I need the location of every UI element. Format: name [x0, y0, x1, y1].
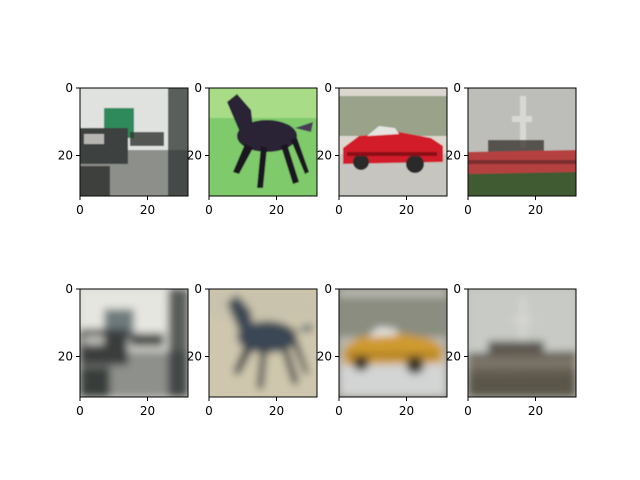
- axes-frame: [208, 288, 318, 398]
- axes-frame: [467, 288, 577, 398]
- ship-cabin: [488, 140, 544, 154]
- car-windshield: [367, 327, 399, 337]
- ship-stripe: [468, 160, 576, 164]
- car-trim: [347, 353, 437, 357]
- truck-row: [130, 132, 164, 146]
- subplot-7: 0 20 0 20: [317, 282, 448, 418]
- ship-crossbar: [512, 317, 532, 323]
- axes-frame: [79, 288, 189, 398]
- image-car: [339, 88, 447, 196]
- axes-frame: [467, 87, 577, 197]
- x-tick-label: 0: [335, 404, 343, 418]
- x-tick-label: 0: [76, 404, 84, 418]
- x-tick-label: 0: [205, 404, 213, 418]
- subplot-8: 0 20 0 20: [446, 282, 577, 418]
- x-tick-label: 20: [269, 404, 284, 418]
- truck-body: [80, 329, 128, 365]
- x-tick-label: 0: [76, 203, 84, 217]
- scene-trees: [168, 88, 188, 196]
- y-tick-label: 0: [194, 81, 202, 95]
- x-tick-label: 20: [140, 404, 155, 418]
- car-wheel-rear: [406, 155, 424, 173]
- subplot-image: [468, 289, 576, 397]
- truck-window: [84, 335, 104, 345]
- x-tick-label: 20: [269, 203, 284, 217]
- truck-window: [84, 134, 104, 144]
- ship-crossbar: [512, 116, 532, 122]
- y-tick-label: 0: [324, 282, 332, 296]
- scene-trees: [168, 289, 188, 397]
- ship-cabin: [488, 341, 544, 355]
- subplot-image: [80, 289, 188, 397]
- x-tick-label: 0: [335, 203, 343, 217]
- car-wheel-rear: [406, 356, 424, 374]
- y-tick-label: 20: [187, 149, 202, 163]
- subplot-1: 0 20 0 20: [58, 81, 189, 217]
- y-tick-label: 20: [446, 350, 461, 364]
- scene-back: [209, 88, 317, 118]
- axes-frame: [208, 87, 318, 197]
- subplot-image: [209, 289, 317, 397]
- subplot-3: 0 20 0 20: [317, 81, 448, 217]
- x-tick-label: 20: [528, 404, 543, 418]
- axes-frame: [338, 87, 448, 197]
- image-ship: [468, 289, 576, 397]
- subplot-5: 0 20 0 20: [58, 282, 189, 418]
- image-truck: [80, 88, 188, 196]
- subplot-image: [80, 88, 188, 196]
- horse-neck: [227, 94, 253, 130]
- x-tick-label: 20: [528, 203, 543, 217]
- car-wheel-front: [353, 355, 369, 371]
- car-trim: [347, 152, 437, 156]
- image-car: [339, 289, 447, 397]
- subplot-image: [339, 88, 447, 196]
- x-tick-label: 0: [205, 203, 213, 217]
- x-tick-label: 20: [140, 203, 155, 217]
- subplot-image: [339, 289, 447, 397]
- ship-stripe: [468, 361, 576, 365]
- y-tick-label: 0: [65, 282, 73, 296]
- scene-back: [209, 289, 317, 319]
- y-tick-label: 20: [58, 149, 73, 163]
- subplot-2: 0 20 0 20: [187, 81, 318, 217]
- subplot-6: 0 20 0 20: [187, 282, 318, 418]
- image-horse: [209, 289, 317, 397]
- truck-shadow: [80, 367, 110, 397]
- x-tick-label: 20: [399, 203, 414, 217]
- y-tick-label: 0: [194, 282, 202, 296]
- y-tick-label: 20: [317, 149, 332, 163]
- subplot-4: 0 20 0 20: [446, 81, 577, 217]
- x-tick-label: 0: [464, 404, 472, 418]
- y-tick-label: 20: [446, 149, 461, 163]
- horse-neck: [227, 295, 253, 331]
- horse-tail: [295, 323, 313, 333]
- truck-body: [80, 128, 128, 164]
- subplot-image: [209, 88, 317, 196]
- y-tick-label: 20: [187, 350, 202, 364]
- y-tick-label: 0: [453, 282, 461, 296]
- y-tick-label: 20: [58, 350, 73, 364]
- image-ship: [468, 88, 576, 196]
- y-tick-label: 0: [65, 81, 73, 95]
- subplot-image: [468, 88, 576, 196]
- axes-frame: [338, 288, 448, 398]
- car-wheel-front: [353, 154, 369, 170]
- horse-tail: [295, 122, 313, 132]
- x-tick-label: 20: [399, 404, 414, 418]
- image-horse: [209, 88, 317, 196]
- x-tick-label: 0: [464, 203, 472, 217]
- y-tick-label: 20: [317, 350, 332, 364]
- axes-frame: [79, 87, 189, 197]
- y-tick-label: 0: [324, 81, 332, 95]
- truck-row: [130, 333, 164, 347]
- image-truck: [80, 289, 188, 397]
- y-tick-label: 0: [453, 81, 461, 95]
- car-windshield: [367, 126, 399, 136]
- truck-shadow: [80, 166, 110, 196]
